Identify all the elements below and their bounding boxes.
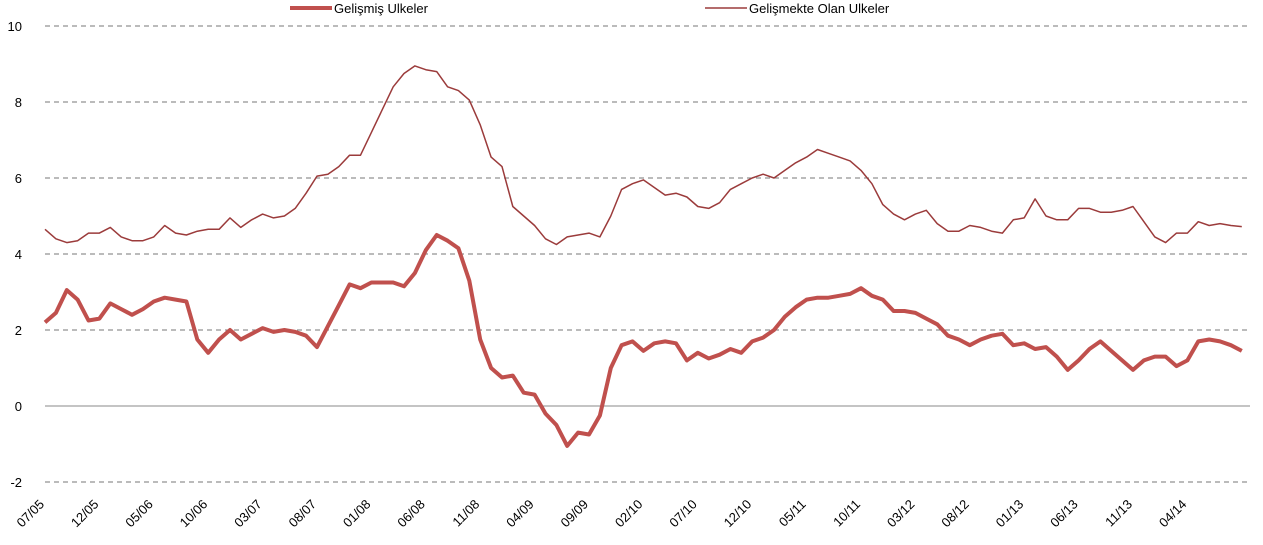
- y-tick-label: 10: [8, 19, 22, 34]
- x-tick-label: 02/10: [612, 497, 646, 531]
- x-tick-label: 12/10: [721, 497, 755, 531]
- x-tick-label: 11/13: [1102, 497, 1135, 530]
- x-tick-label: 12/05: [68, 497, 102, 531]
- y-tick-label: 6: [15, 171, 22, 186]
- x-tick-label: 08/12: [938, 497, 972, 531]
- x-tick-label: 03/12: [884, 497, 918, 531]
- x-tick-label: 05/11: [776, 497, 809, 530]
- x-tick-label: 10/11: [830, 497, 863, 530]
- y-tick-label: 0: [15, 399, 22, 414]
- x-tick-label: 06/08: [394, 497, 428, 531]
- series-line: [43, 233, 1243, 448]
- y-tick-label: -2: [10, 475, 22, 490]
- x-tick-label: 04/14: [1156, 497, 1190, 531]
- x-tick-label: 01/08: [340, 497, 374, 531]
- y-tick-label: 8: [15, 95, 22, 110]
- y-tick-label: 4: [15, 247, 22, 262]
- x-tick-label: 05/06: [122, 497, 156, 531]
- legend-label: Gelişmiş Ulkeler: [334, 1, 429, 16]
- x-tick-label: 07/05: [14, 497, 48, 531]
- y-tick-label: 2: [15, 323, 22, 338]
- x-tick-label: 10/06: [177, 497, 211, 531]
- x-tick-label: 06/13: [1047, 497, 1081, 531]
- x-tick-label: 11/08: [449, 497, 482, 530]
- x-tick-label: 04/09: [503, 497, 537, 531]
- x-tick-label: 08/07: [286, 497, 320, 531]
- x-tick-label: 07/10: [666, 497, 700, 531]
- x-tick-label: 01/13: [993, 497, 1027, 531]
- x-tick-label: 03/07: [231, 497, 265, 531]
- x-tick-label: 09/09: [558, 497, 592, 531]
- series-line: [44, 65, 1242, 246]
- legend-label: Gelişmekte Olan Ulkeler: [749, 1, 890, 16]
